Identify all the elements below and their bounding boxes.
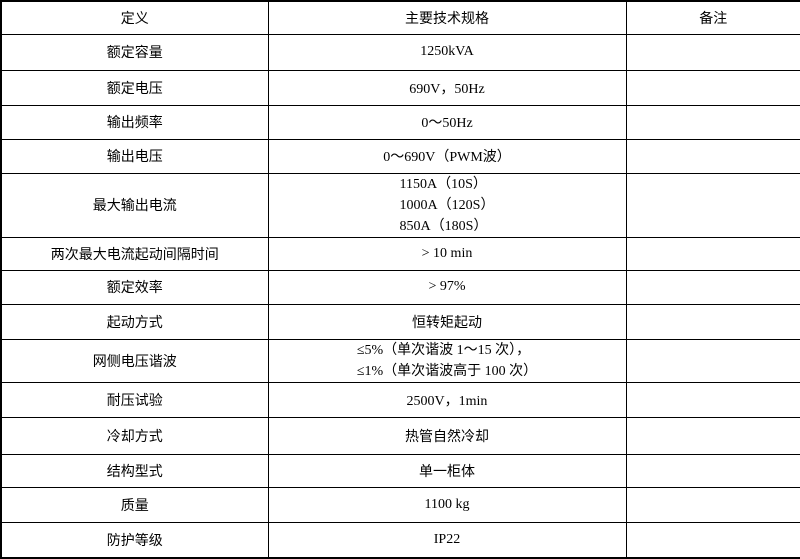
spec-cell: IP22 — [267, 521, 627, 559]
definition-cell: 起动方式 — [0, 303, 269, 340]
definition-cell: 额定电压 — [0, 69, 269, 106]
definition-cell: 最大输出电流 — [0, 172, 269, 238]
table-row: 额定容量 1250kVA — [0, 33, 800, 71]
header-definition: 定义 — [0, 0, 269, 35]
spec-cell: 1250kVA — [267, 33, 627, 71]
table-row: 额定效率 > 97% — [0, 269, 800, 305]
note-cell — [625, 303, 800, 340]
table-row: 输出频率 0～50Hz — [0, 104, 800, 140]
note-cell — [625, 521, 800, 559]
spec-cell: 1150A（10S） 1000A（120S） 850A（180S） — [267, 172, 627, 238]
table-row: 防护等级 IP22 — [0, 521, 800, 559]
spec-lines: 1150A（10S） 1000A（120S） 850A（180S） — [399, 174, 495, 236]
spec-cell: 1100 kg — [267, 486, 627, 523]
table-row: 耐压试验 2500V，1min — [0, 381, 800, 418]
note-cell — [625, 33, 800, 71]
definition-cell: 输出频率 — [0, 104, 269, 140]
definition-cell: 防护等级 — [0, 521, 269, 559]
definition-cell: 额定效率 — [0, 269, 269, 305]
definition-cell: 结构型式 — [0, 453, 269, 488]
table-row: 两次最大电流起动间隔时间 > 10 min — [0, 236, 800, 271]
note-cell — [625, 453, 800, 488]
definition-cell: 额定容量 — [0, 33, 269, 71]
spec-cell: 0～690V（PWM波） — [267, 138, 627, 174]
spec-cell: 热管自然冷却 — [267, 416, 627, 455]
header-spec: 主要技术规格 — [267, 0, 627, 35]
note-cell — [625, 381, 800, 418]
table-row: 额定电压 690V，50Hz — [0, 69, 800, 106]
spec-lines: ≤5%（单次谐波 1～15 次）， ≤1%（单次谐波高于 100 次） — [356, 340, 538, 381]
spec-cell: 690V，50Hz — [267, 69, 627, 106]
note-cell — [625, 236, 800, 271]
spec-cell: ≤5%（单次谐波 1～15 次）， ≤1%（单次谐波高于 100 次） — [267, 338, 627, 383]
spec-line: ≤1%（单次谐波高于 100 次） — [356, 363, 538, 379]
spec-cell: > 10 min — [267, 236, 627, 271]
spec-line: ≤5%（单次谐波 1～15 次）， — [356, 342, 531, 358]
spec-cell: > 97% — [267, 269, 627, 305]
note-cell — [625, 269, 800, 305]
spec-line: 1150A（10S） — [399, 176, 487, 192]
note-cell — [625, 69, 800, 106]
spec-line: 1000A（120S） — [399, 197, 495, 213]
note-cell — [625, 172, 800, 238]
note-cell — [625, 486, 800, 523]
table-row: 网侧电压谐波 ≤5%（单次谐波 1～15 次）， ≤1%（单次谐波高于 100 … — [0, 338, 800, 383]
definition-cell: 输出电压 — [0, 138, 269, 174]
definition-cell: 冷却方式 — [0, 416, 269, 455]
spec-line: 850A（180S） — [399, 218, 488, 234]
table-row: 结构型式 单一柜体 — [0, 453, 800, 488]
header-row: 定义 主要技术规格 备注 — [0, 0, 800, 35]
table-row: 质量 1100 kg — [0, 486, 800, 523]
definition-cell: 质量 — [0, 486, 269, 523]
spec-cell: 2500V，1min — [267, 381, 627, 418]
note-cell — [625, 416, 800, 455]
spec-cell: 单一柜体 — [267, 453, 627, 488]
table-row: 最大输出电流 1150A（10S） 1000A（120S） 850A（180S） — [0, 172, 800, 238]
note-cell — [625, 138, 800, 174]
note-cell — [625, 338, 800, 383]
table-row: 冷却方式 热管自然冷却 — [0, 416, 800, 455]
table-row: 输出电压 0～690V（PWM波） — [0, 138, 800, 174]
definition-cell: 两次最大电流起动间隔时间 — [0, 236, 269, 271]
definition-cell: 网侧电压谐波 — [0, 338, 269, 383]
header-note: 备注 — [625, 0, 800, 35]
spec-cell: 恒转矩起动 — [267, 303, 627, 340]
note-cell — [625, 104, 800, 140]
spec-cell: 0～50Hz — [267, 104, 627, 140]
table-row: 起动方式 恒转矩起动 — [0, 303, 800, 340]
definition-cell: 耐压试验 — [0, 381, 269, 418]
